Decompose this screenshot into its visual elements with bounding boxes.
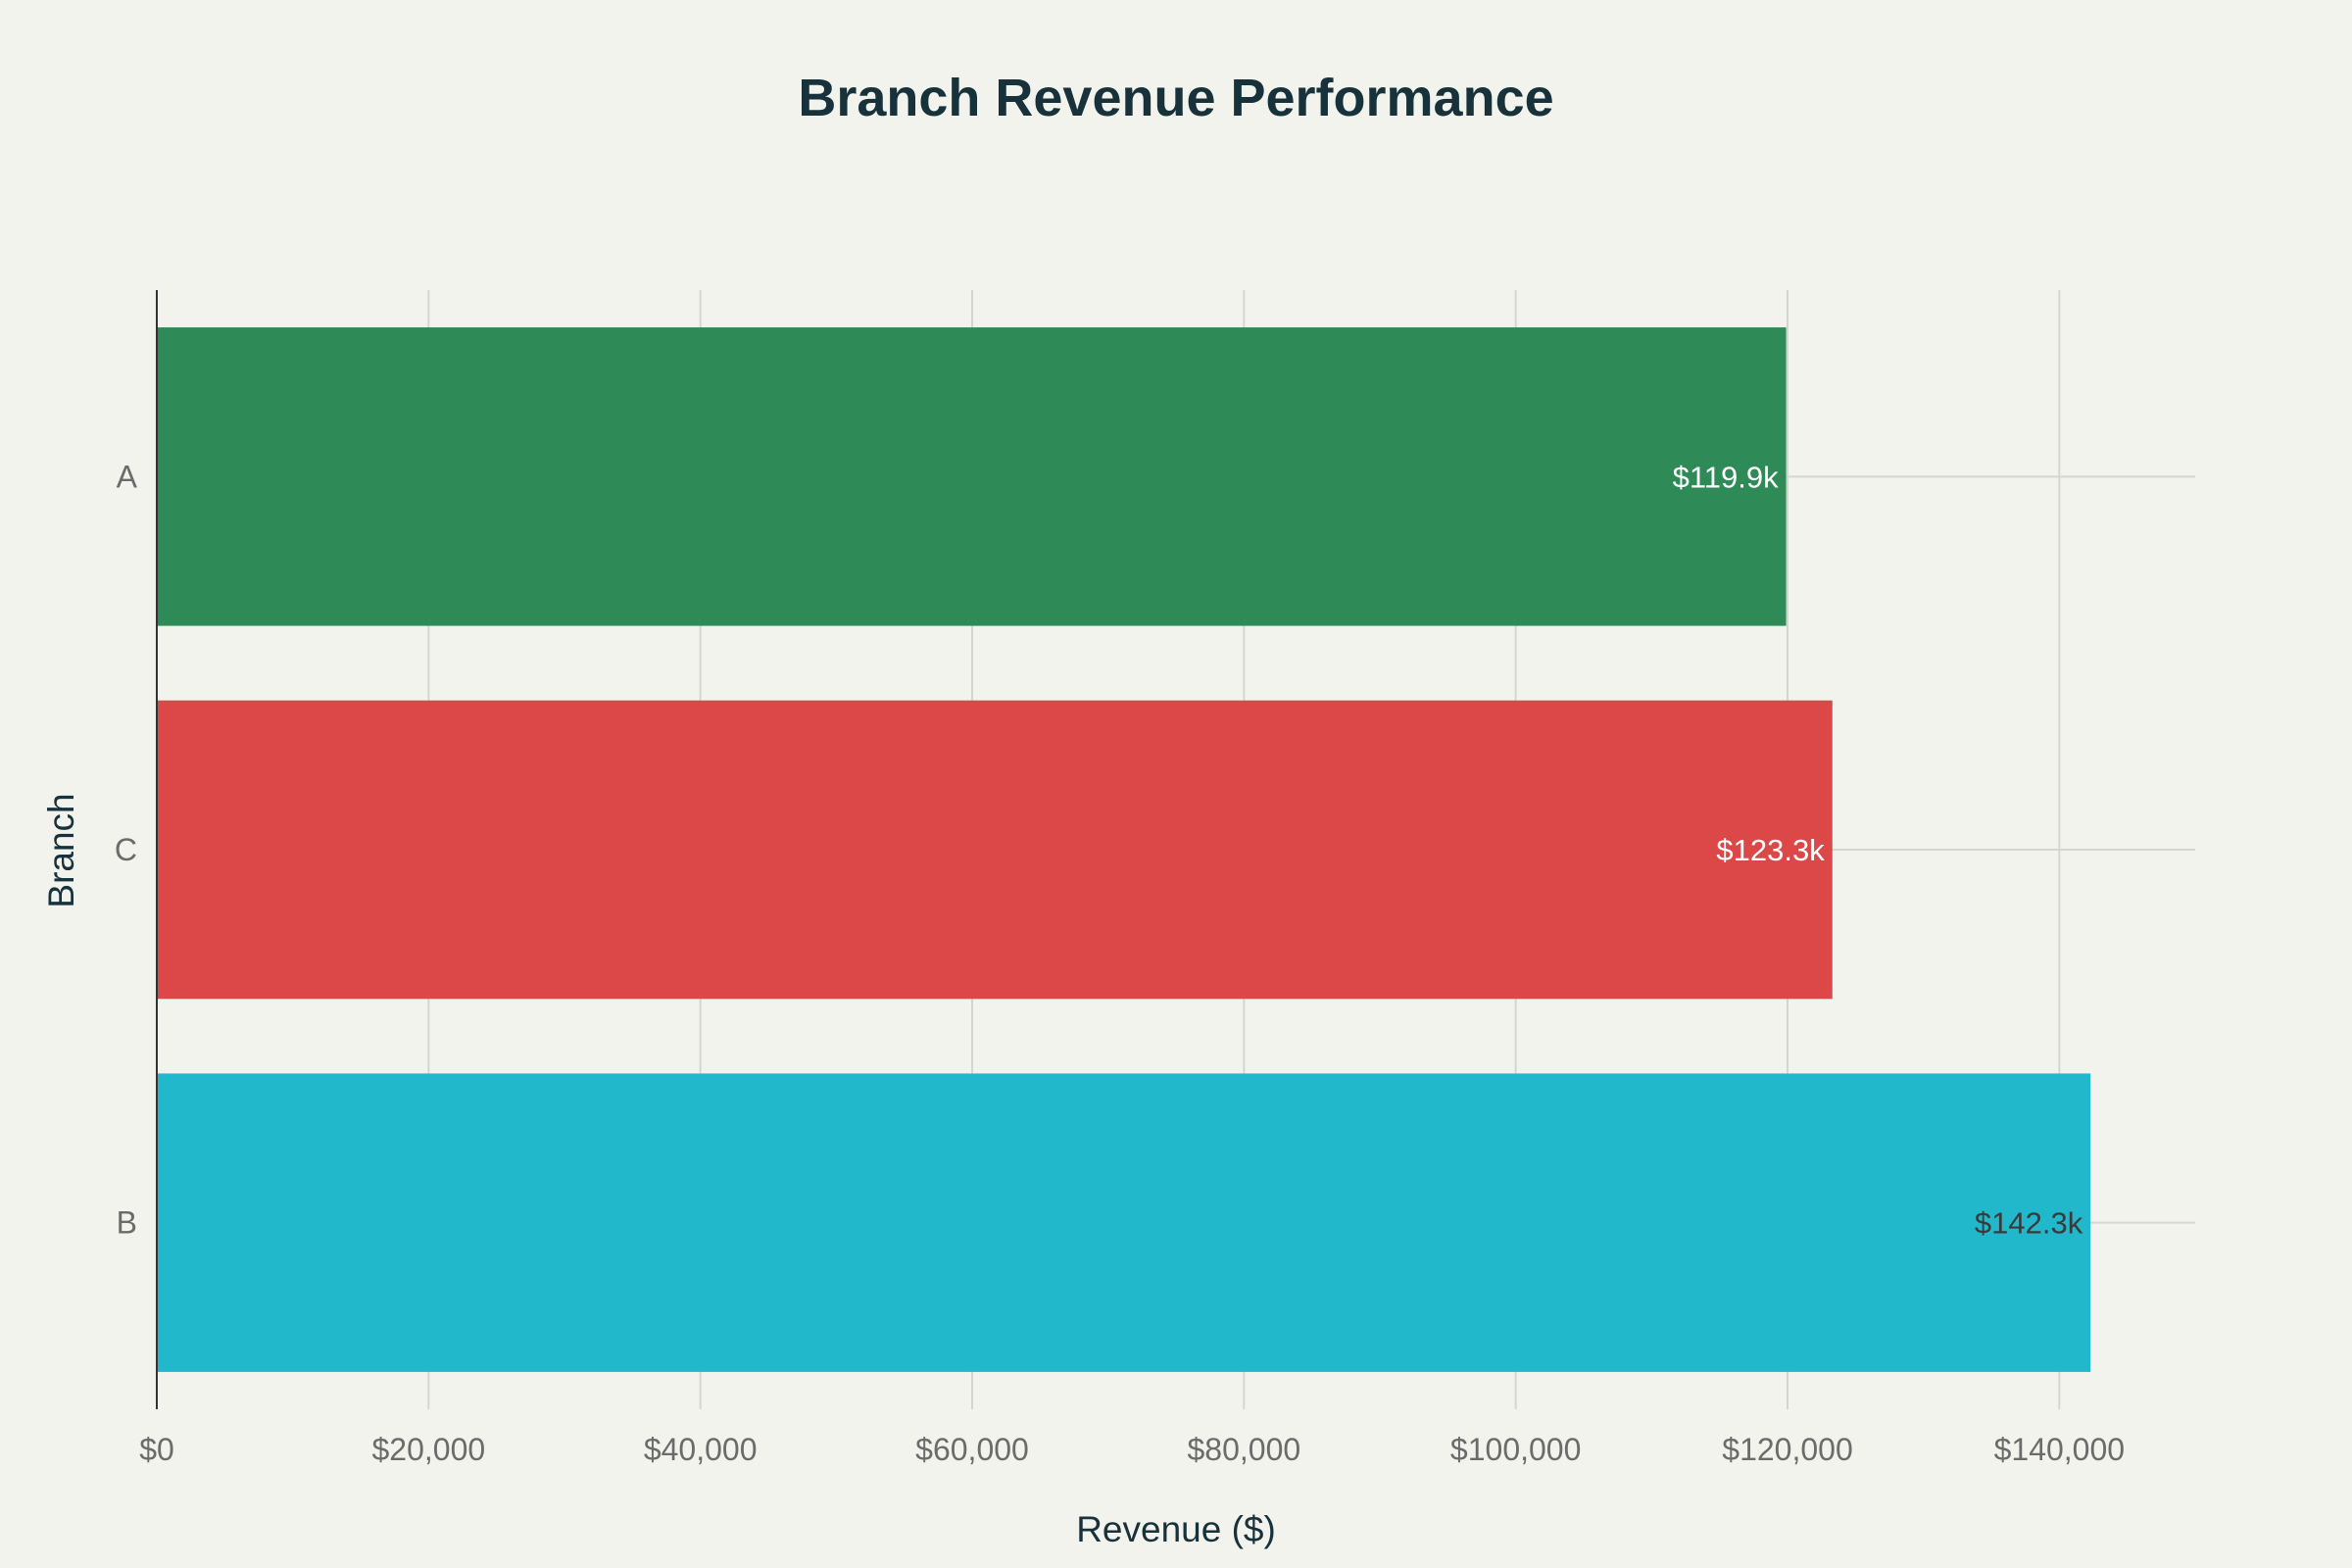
data-label: $142.3k xyxy=(1975,1206,2083,1241)
bar-c xyxy=(157,700,1833,1000)
y-tick-label: C xyxy=(115,832,137,867)
x-axis-title: Revenue ($) xyxy=(1076,1509,1276,1549)
axes: $0 $20,000 $40,000 $60,000 $80,000 $100,000 $1… xyxy=(115,290,2125,1467)
x-tick-label: $140,000 xyxy=(1994,1432,2125,1467)
y-axis-title: Branch xyxy=(41,793,81,907)
bar-b xyxy=(157,1073,2091,1372)
bar-a xyxy=(157,327,1787,626)
bars xyxy=(157,327,2091,1372)
x-tick-label: $120,000 xyxy=(1722,1432,1852,1467)
data-label: $123.3k xyxy=(1716,833,1825,867)
x-tick-label: $20,000 xyxy=(371,1432,485,1467)
x-tick-label: $100,000 xyxy=(1450,1432,1581,1467)
x-tick-label: $80,000 xyxy=(1187,1432,1300,1467)
data-labels: $119.9k $123.3k $142.3k xyxy=(1673,460,2083,1240)
x-tick-label: $60,000 xyxy=(915,1432,1029,1467)
y-tick-label: B xyxy=(117,1205,137,1241)
data-label: $119.9k xyxy=(1673,460,1780,494)
x-tick-label: $0 xyxy=(139,1432,174,1467)
y-tick-label: A xyxy=(117,459,138,494)
x-tick-label: $40,000 xyxy=(644,1432,758,1467)
chart-title: Branch Revenue Performance xyxy=(798,69,1553,127)
